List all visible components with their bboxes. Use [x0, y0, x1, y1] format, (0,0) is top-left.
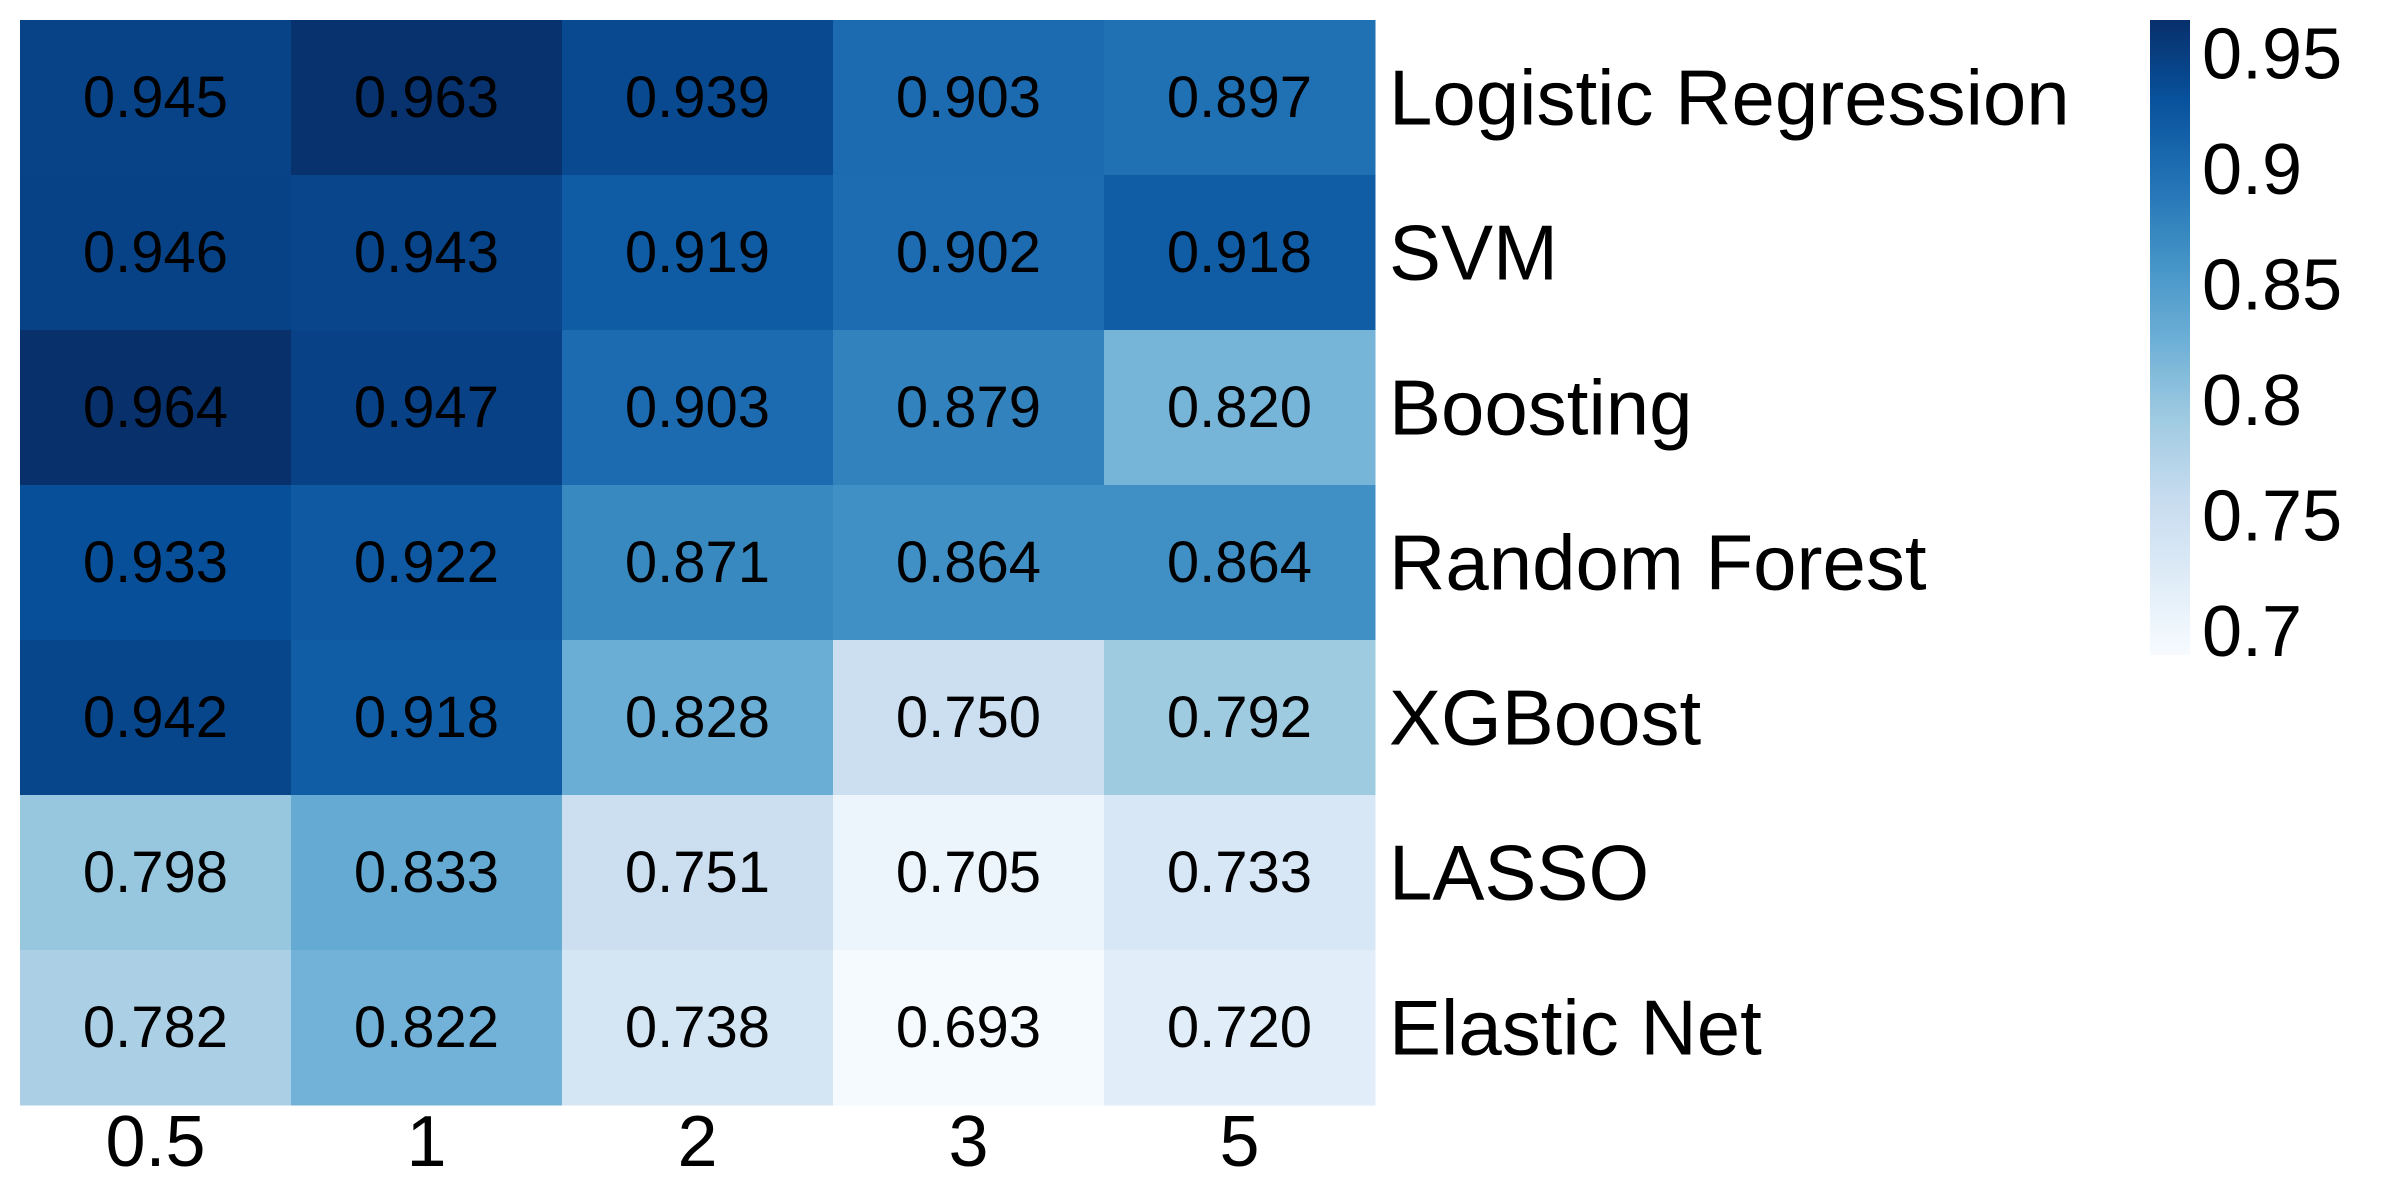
row-label: LASSO — [1389, 829, 1649, 917]
row-label: SVM — [1389, 209, 1558, 297]
cell-value-label: 0.864 — [1167, 530, 1312, 595]
cell-value-label: 0.705 — [896, 840, 1041, 905]
heatmap-cell — [562, 20, 834, 176]
heatmap-cell — [20, 330, 292, 486]
cell-value-label: 0.945 — [83, 65, 228, 130]
heatmap-cell — [20, 795, 292, 951]
cell-value-label: 0.897 — [1167, 65, 1312, 130]
column-label: 2 — [677, 1102, 717, 1182]
cell-value-label: 0.942 — [83, 685, 228, 750]
heatmap-cell — [20, 485, 292, 641]
heatmap-cell — [562, 950, 834, 1106]
heatmap-cell — [20, 175, 292, 331]
heatmap-cell — [833, 330, 1105, 486]
row-label: XGBoost — [1389, 674, 1701, 762]
cell-value-label: 0.792 — [1167, 685, 1312, 750]
cell-value-label: 0.750 — [896, 685, 1041, 750]
heatmap-cell — [1104, 330, 1376, 486]
column-labels: 0.5 1 2 3 5 — [105, 1102, 1259, 1182]
cell-value-label: 0.864 — [896, 530, 1041, 595]
heatmap-cell — [833, 175, 1105, 331]
colorbar-tick-label: 0.9 — [2202, 130, 2302, 210]
heatmap-cell — [833, 795, 1105, 951]
cell-value-label: 0.943 — [354, 220, 499, 285]
heatmap-cell — [1104, 175, 1376, 331]
heatmap-cell — [1104, 795, 1376, 951]
cell-value-label: 0.947 — [354, 375, 499, 440]
column-label: 3 — [948, 1102, 988, 1182]
cell-value-label: 0.903 — [896, 65, 1041, 130]
cell-value-label: 0.833 — [354, 840, 499, 905]
heatmap-cell — [291, 485, 563, 641]
colorbar-tick-label: 0.75 — [2202, 476, 2342, 556]
cell-value-label: 0.782 — [83, 995, 228, 1060]
heatmap-cell — [20, 640, 292, 796]
heatmap-cell — [833, 950, 1105, 1106]
cell-value-label: 0.918 — [354, 685, 499, 750]
column-label: 5 — [1219, 1102, 1259, 1182]
colorbar-tick-label: 0.85 — [2202, 246, 2342, 326]
cell-value-label: 0.939 — [625, 65, 770, 130]
cell-value-label: 0.879 — [896, 375, 1041, 440]
heatmap-cell — [291, 330, 563, 486]
cell-value-label: 0.963 — [354, 65, 499, 130]
row-label: Random Forest — [1389, 519, 1927, 607]
colorbar-tick-label: 0.7 — [2202, 592, 2302, 672]
cell-value-label: 0.828 — [625, 685, 770, 750]
cell-value-label: 0.902 — [896, 220, 1041, 285]
cell-value-label: 0.751 — [625, 840, 770, 905]
colorbar-tick-label: 0.8 — [2202, 361, 2302, 441]
cell-value-label: 0.933 — [83, 530, 228, 595]
heatmap-cell — [562, 640, 834, 796]
heatmap-cell — [1104, 20, 1376, 176]
cell-value-label: 0.822 — [354, 995, 499, 1060]
heatmap-cell — [291, 640, 563, 796]
heatmap-cell — [1104, 640, 1376, 796]
colorbar-tick-label: 0.95 — [2202, 15, 2342, 95]
cell-value-label: 0.922 — [354, 530, 499, 595]
cell-value-label: 0.820 — [1167, 375, 1312, 440]
heatmap-cell — [1104, 485, 1376, 641]
cell-value-label: 0.693 — [896, 995, 1041, 1060]
cell-value-label: 0.720 — [1167, 995, 1312, 1060]
cell-value-label: 0.964 — [83, 375, 228, 440]
row-label: Boosting — [1389, 364, 1693, 452]
cell-value-label: 0.798 — [83, 840, 228, 905]
heatmap-cell — [20, 950, 292, 1106]
cell-value-label: 0.903 — [625, 375, 770, 440]
column-label: 1 — [406, 1102, 446, 1182]
heatmap-cell — [562, 175, 834, 331]
heatmap-cells — [20, 20, 1376, 1106]
heatmap-cell — [291, 795, 563, 951]
colorbar: 0.7 0.75 0.8 0.85 0.9 0.95 — [2150, 15, 2342, 672]
cell-value-label: 0.871 — [625, 530, 770, 595]
row-label: Logistic Regression — [1389, 54, 2070, 142]
heatmap-cell — [833, 20, 1105, 176]
cell-value-label: 0.733 — [1167, 840, 1312, 905]
heatmap-cell — [291, 175, 563, 331]
row-label: Elastic Net — [1389, 984, 1762, 1072]
heatmap-cell — [562, 485, 834, 641]
cell-value-label: 0.918 — [1167, 220, 1312, 285]
heatmap-cell — [833, 485, 1105, 641]
heatmap-cell — [291, 950, 563, 1106]
heatmap-cell-labels: 0.945 0.963 0.939 0.903 0.897 0.946 0.943 0.919… — [83, 65, 1312, 1060]
row-labels: Logistic Regression SVM Boosting Random For… — [1389, 54, 2070, 1072]
column-label: 0.5 — [105, 1102, 205, 1182]
cell-value-label: 0.919 — [625, 220, 770, 285]
heatmap-cell — [562, 795, 834, 951]
heatmap-cell — [1104, 950, 1376, 1106]
cell-value-label: 0.946 — [83, 220, 228, 285]
heatmap-cell — [291, 20, 563, 176]
heatmap-cell — [562, 330, 834, 486]
colorbar-gradient — [2150, 20, 2190, 655]
heatmap-cell — [20, 20, 292, 176]
cell-value-label: 0.738 — [625, 995, 770, 1060]
heatmap-cell — [833, 640, 1105, 796]
